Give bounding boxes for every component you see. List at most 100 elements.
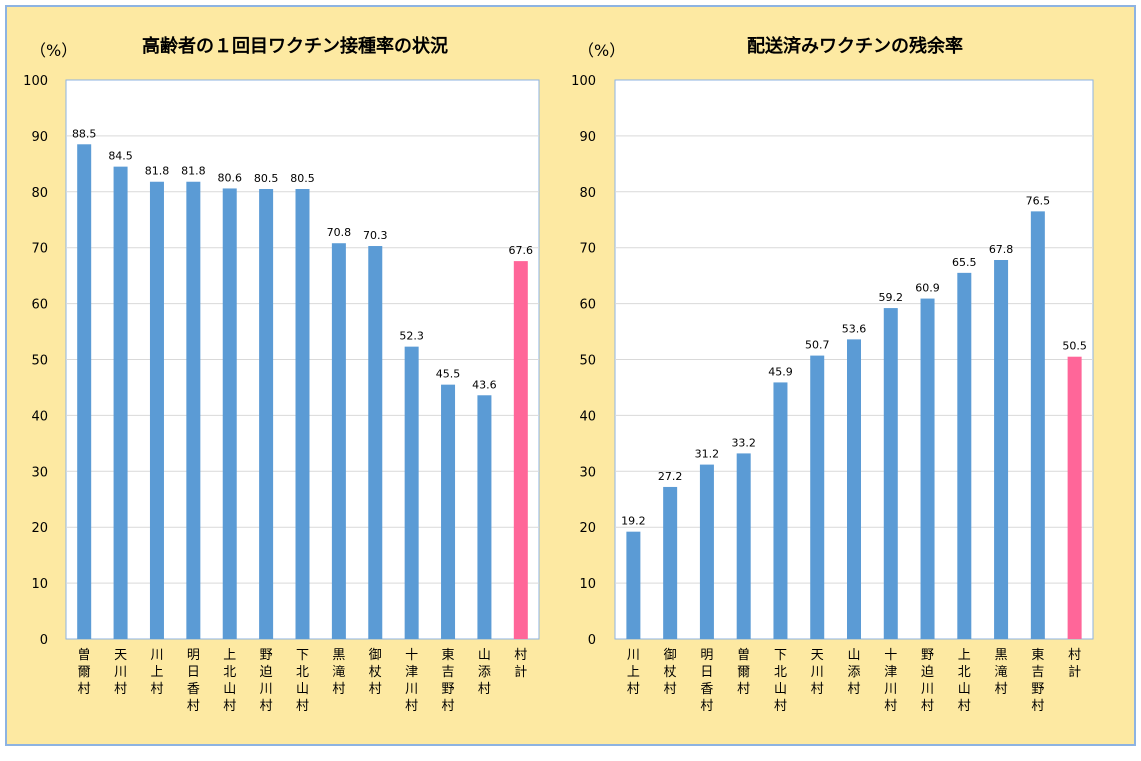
chart-1-data-labels: 88.5 84.5 81.8 81.8 80.6 80.5 80.5 70.8 70.3 52.3… <box>72 127 533 391</box>
y-tick-label: 100 <box>23 74 48 89</box>
category-label: 村計 <box>514 648 527 680</box>
bar-7 <box>331 243 346 639</box>
chart-2-x-axis: 川上村 御杖村 明日香村 曽爾村 下北山村 天川村 山添村 十津川村 野迫川村 上北山村 黒滝村 東吉… <box>627 647 1081 714</box>
chart-1-y-axis: 0 10 20 30 40 50 60 70 80 90 100 <box>23 74 48 648</box>
data-label: 43.6 <box>472 378 497 391</box>
chart-2-data-labels: 19.2 27.2 31.2 33.2 45.9 50.7 53.6 59.2 60.9 65.5… <box>621 194 1087 527</box>
data-label: 88.5 <box>72 127 97 140</box>
category-label: 明日香村 <box>187 648 200 714</box>
y-tick-label: 10 <box>579 577 596 592</box>
y-tick-label: 60 <box>579 298 596 313</box>
y-tick-label: 30 <box>31 465 48 480</box>
bar-11 <box>477 395 492 639</box>
category-label: 山添村 <box>478 648 491 697</box>
data-label: 33.2 <box>731 436 756 449</box>
category-label: 曽爾村 <box>737 648 750 697</box>
bar-6 <box>295 189 310 639</box>
category-label: 御杖村 <box>664 648 677 697</box>
chart-1-title: 高齢者の１回目ワクチン接種率の状況 <box>142 35 448 57</box>
data-label: 67.6 <box>509 244 534 257</box>
data-label: 80.6 <box>217 171 242 184</box>
bar-11 <box>1030 211 1045 640</box>
bar-0 <box>626 531 641 639</box>
y-tick-label: 100 <box>571 74 596 89</box>
bar-5 <box>810 355 825 639</box>
y-tick-label: 80 <box>31 186 48 201</box>
data-label: 19.2 <box>621 515 646 528</box>
y-tick-label: 20 <box>31 521 48 536</box>
data-label: 45.9 <box>768 365 793 378</box>
y-tick-label: 30 <box>579 465 596 480</box>
category-label: 曽爾村 <box>78 648 91 697</box>
y-tick-label: 0 <box>40 633 48 648</box>
bar-2 <box>149 181 164 639</box>
data-label: 80.5 <box>254 172 279 185</box>
chart-vaccination-rate: （%） 高齢者の１回目ワクチン接種率の状況 0 10 20 30 40 50 60 70 80 9… <box>23 35 540 714</box>
chart-vaccine-remaining-rate: （%） 配送済みワクチンの残余率 0102030405060708090100 … <box>571 35 1094 714</box>
bar-10 <box>441 384 456 639</box>
category-label: 野迫川村 <box>260 648 273 714</box>
bar-7 <box>883 308 898 639</box>
category-label: 十津川村 <box>405 648 418 714</box>
category-label: 下北山村 <box>296 648 309 714</box>
y-tick-label: 40 <box>579 409 596 424</box>
chart-1-bars <box>77 144 528 640</box>
category-label: 上北山村 <box>223 648 236 714</box>
y-tick-label: 60 <box>31 298 48 313</box>
y-tick-label: 50 <box>31 354 48 369</box>
chart-1-x-axis: 曽爾村 天川村 川上村 明日香村 上北山村 野迫川村 下北山村 黒滝村 御杖村 十津川村 東吉野村 山… <box>78 647 528 714</box>
data-label: 81.8 <box>181 165 206 178</box>
chart-1-unit-label: （%） <box>30 41 77 60</box>
bar-2 <box>699 464 714 639</box>
y-tick-label: 90 <box>31 130 48 145</box>
category-label: 東吉野村 <box>442 647 455 714</box>
bar-1 <box>113 166 128 639</box>
data-label: 50.7 <box>805 339 830 352</box>
data-label: 31.2 <box>695 448 720 461</box>
data-label: 80.5 <box>290 172 315 185</box>
category-label: 下北山村 <box>774 648 787 714</box>
data-label: 27.2 <box>658 470 683 483</box>
data-label: 60.9 <box>915 282 940 295</box>
category-label: 山添村 <box>847 648 860 697</box>
bar-total <box>513 261 528 639</box>
data-label: 70.8 <box>327 226 352 239</box>
chart-2-bars <box>626 211 1082 640</box>
category-label: 川上村 <box>150 648 163 697</box>
bar-0 <box>77 144 92 639</box>
data-label: 59.2 <box>879 291 904 304</box>
bar-8 <box>368 246 383 639</box>
data-label: 50.5 <box>1062 340 1087 353</box>
category-label: 十津川村 <box>884 648 897 714</box>
y-tick-label: 0 <box>588 633 596 648</box>
y-tick-label: 50 <box>579 354 596 369</box>
data-label: 65.5 <box>952 256 977 269</box>
bar-1 <box>663 486 678 639</box>
bar-6 <box>847 339 861 639</box>
category-label: 明日香村 <box>700 648 713 714</box>
category-label: 天川村 <box>114 648 127 697</box>
bar-4 <box>222 188 237 640</box>
chart-2-title: 配送済みワクチンの残余率 <box>747 35 963 57</box>
y-tick-label: 20 <box>579 521 596 536</box>
data-label: 84.5 <box>108 150 133 163</box>
data-label: 52.3 <box>399 330 424 343</box>
data-label: 45.5 <box>436 368 461 381</box>
bar-5 <box>259 189 274 639</box>
y-tick-label: 70 <box>579 242 596 257</box>
bar-total <box>1067 356 1082 639</box>
category-label: 村計 <box>1068 648 1081 680</box>
bar-3 <box>736 453 751 639</box>
category-label: 黒滝村 <box>332 648 345 697</box>
category-label: 黒滝村 <box>995 648 1008 697</box>
y-tick-label: 80 <box>579 186 596 201</box>
y-tick-label: 90 <box>579 130 596 145</box>
chart-2-y-axis: 0 10 20 30 40 50 60 70 80 90 100 <box>571 74 596 648</box>
y-tick-label: 10 <box>31 577 48 592</box>
bar-3 <box>186 181 201 639</box>
data-label: 53.6 <box>842 322 867 335</box>
y-tick-label: 40 <box>31 409 48 424</box>
category-label: 天川村 <box>811 648 824 697</box>
data-label: 70.3 <box>363 229 388 242</box>
